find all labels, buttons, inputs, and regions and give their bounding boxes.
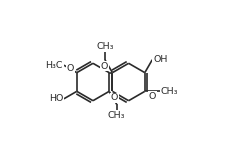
Text: HO: HO	[48, 93, 63, 102]
Text: O: O	[66, 64, 74, 73]
Text: O: O	[110, 93, 118, 102]
Text: O: O	[148, 92, 155, 101]
Text: H₃C: H₃C	[45, 61, 63, 70]
Text: CH₃: CH₃	[108, 111, 125, 120]
Text: CH₃: CH₃	[160, 87, 178, 96]
Text: CH₃: CH₃	[96, 42, 113, 51]
Text: OH: OH	[152, 55, 167, 64]
Text: O: O	[100, 62, 108, 71]
